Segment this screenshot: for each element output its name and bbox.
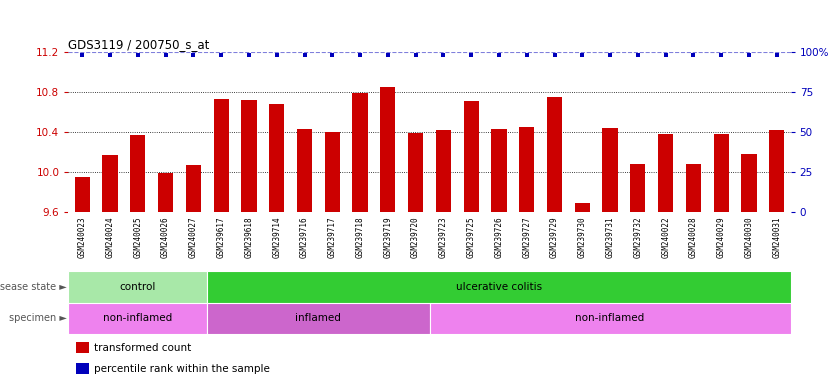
Text: GSM240028: GSM240028 [689,216,698,258]
Text: GSM239716: GSM239716 [300,216,309,258]
Bar [491,129,506,212]
Bar [769,130,785,212]
Text: GSM240024: GSM240024 [106,216,114,258]
Text: GSM239727: GSM239727 [522,216,531,258]
Text: GSM239726: GSM239726 [495,216,504,258]
Text: inflamed: inflamed [295,313,341,323]
Bar [158,173,173,212]
Text: non-inflamed: non-inflamed [575,313,645,323]
Bar [74,177,90,212]
Text: GSM240026: GSM240026 [161,216,170,258]
Text: specimen ►: specimen ► [9,313,67,323]
Bar [435,130,451,212]
Bar [380,87,395,212]
Text: GSM239720: GSM239720 [411,216,420,258]
Bar [408,133,424,212]
Bar [547,97,562,212]
Text: GSM239731: GSM239731 [605,216,615,258]
Bar [686,164,701,212]
Bar [714,134,729,212]
Text: percentile rank within the sample: percentile rank within the sample [93,364,269,374]
Text: GSM239618: GSM239618 [244,216,254,258]
Text: GSM240031: GSM240031 [772,216,781,258]
Bar [76,342,88,353]
Text: transformed count: transformed count [93,343,191,353]
Bar [658,134,673,212]
Text: GSM239723: GSM239723 [439,216,448,258]
Text: GSM240029: GSM240029 [716,216,726,258]
Text: GSM240022: GSM240022 [661,216,671,258]
Bar [68,271,208,303]
Text: GSM240030: GSM240030 [745,216,753,258]
Bar [269,104,284,212]
Bar [208,271,791,303]
Text: GSM239719: GSM239719 [384,216,392,258]
Bar [297,129,312,212]
Bar [741,154,756,212]
Bar [241,100,257,212]
Bar [631,164,646,212]
Text: non-inflamed: non-inflamed [103,313,173,323]
Text: GSM239717: GSM239717 [328,216,337,258]
Text: GSM240027: GSM240027 [188,216,198,258]
Bar [76,363,88,374]
Bar [214,99,229,212]
Text: GSM239729: GSM239729 [550,216,559,258]
Bar [208,303,430,334]
Text: GSM240025: GSM240025 [133,216,143,258]
Text: GSM239732: GSM239732 [633,216,642,258]
Bar [324,132,340,212]
Bar [519,127,535,212]
Text: disease state ►: disease state ► [0,282,67,292]
Text: GSM239718: GSM239718 [355,216,364,258]
Text: GSM239725: GSM239725 [467,216,475,258]
Text: GSM239730: GSM239730 [578,216,587,258]
Bar [430,303,791,334]
Text: GSM240023: GSM240023 [78,216,87,258]
Bar [464,101,479,212]
Text: GDS3119 / 200750_s_at: GDS3119 / 200750_s_at [68,38,210,51]
Bar [602,128,618,212]
Bar [68,303,208,334]
Bar [353,93,368,212]
Text: GSM239714: GSM239714 [272,216,281,258]
Text: ulcerative colitis: ulcerative colitis [456,282,542,292]
Bar [575,203,590,212]
Text: GSM239617: GSM239617 [217,216,226,258]
Bar [186,165,201,212]
Bar [130,135,145,212]
Text: control: control [119,282,156,292]
Bar [103,155,118,212]
